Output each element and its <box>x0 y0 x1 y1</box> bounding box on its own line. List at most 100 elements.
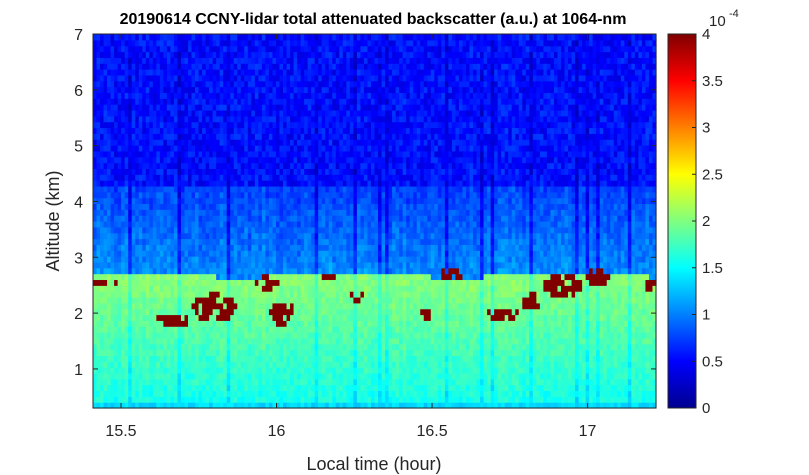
heatmap-cell <box>268 74 274 82</box>
heatmap-cell <box>180 244 186 251</box>
heatmap-cell <box>121 191 126 199</box>
heatmap-cell <box>159 34 164 41</box>
heatmap-cell <box>117 337 122 345</box>
heatmap-cell <box>293 343 298 351</box>
heatmap-cell <box>279 150 284 158</box>
heatmap-cell <box>339 39 344 47</box>
heatmap-cell <box>325 256 330 263</box>
heatmap-cell <box>135 302 140 310</box>
heatmap-cell <box>321 51 326 58</box>
heatmap-cell <box>290 139 295 146</box>
heatmap-cell <box>240 109 245 117</box>
heatmap-cell <box>110 285 115 292</box>
heatmap-cell <box>290 185 295 193</box>
heatmap-cell <box>202 326 207 333</box>
heatmap-cell <box>212 221 217 228</box>
heatmap-cell <box>290 45 295 53</box>
heatmap-cell <box>198 174 203 181</box>
heatmap-cell <box>265 180 270 187</box>
heatmap-cell <box>198 355 203 362</box>
heatmap-cell <box>237 378 242 386</box>
heatmap-cell <box>342 156 347 164</box>
heatmap-cell <box>300 320 305 327</box>
heatmap-cell <box>110 402 115 409</box>
heatmap-cell <box>128 355 133 362</box>
heatmap-cell <box>261 361 267 368</box>
heatmap-cell <box>100 45 105 53</box>
heatmap-cell <box>159 332 164 339</box>
heatmap-cell <box>254 337 259 345</box>
heatmap-cell <box>240 396 245 403</box>
heatmap-cell <box>290 250 295 257</box>
heatmap-cell <box>279 361 284 368</box>
heatmap-cell <box>117 238 122 245</box>
heatmap-cell <box>173 267 179 275</box>
heatmap-cell <box>321 384 326 392</box>
heatmap-cell <box>356 86 362 94</box>
heatmap-cell <box>325 349 330 356</box>
heatmap-cell <box>152 326 157 333</box>
heatmap-cell <box>195 314 200 321</box>
heatmap-cell <box>247 209 252 216</box>
heatmap-cell <box>307 396 312 403</box>
heatmap-cell <box>233 133 238 140</box>
heatmap-cell <box>128 45 133 53</box>
heatmap-cell <box>272 337 277 345</box>
heatmap-cell <box>360 308 365 316</box>
heatmap-cell <box>247 168 252 175</box>
heatmap-cell <box>237 39 242 47</box>
heatmap-cell <box>363 197 369 205</box>
heatmap-cell <box>184 296 189 304</box>
heatmap-cell <box>325 139 330 146</box>
heatmap-cell <box>152 86 157 94</box>
heatmap-cell <box>275 372 281 380</box>
heatmap-cell <box>124 180 129 187</box>
heatmap-cell <box>304 226 309 234</box>
heatmap-cell <box>124 396 129 403</box>
heatmap-cell <box>177 238 182 245</box>
heatmap-cell <box>356 355 362 362</box>
heatmap-cell <box>335 215 340 222</box>
heatmap-cell <box>100 232 105 240</box>
heatmap-cell <box>226 109 231 117</box>
heatmap-cell <box>156 191 161 199</box>
heatmap-cell <box>135 51 140 58</box>
heatmap-cell <box>198 109 203 117</box>
heatmap-cell <box>198 332 203 339</box>
heatmap-cell <box>363 355 369 362</box>
heatmap-cell <box>279 238 284 245</box>
heatmap-cell <box>163 273 168 281</box>
heatmap-cell <box>254 203 259 210</box>
heatmap-cell <box>180 361 186 368</box>
heatmap-cell <box>318 308 323 316</box>
heatmap-cell <box>209 337 214 345</box>
heatmap-cell <box>212 115 217 123</box>
heatmap-cell <box>188 355 193 362</box>
heatmap-cell <box>124 209 129 216</box>
heatmap-cell <box>188 273 193 281</box>
heatmap-cell <box>349 396 354 403</box>
heatmap-cell <box>107 80 112 88</box>
heatmap-cell <box>332 57 337 64</box>
heatmap-cell <box>96 250 101 257</box>
heatmap-cell <box>363 150 369 158</box>
heatmap-cell <box>205 291 210 298</box>
heatmap-cell <box>226 267 231 275</box>
heatmap-cell <box>360 296 365 304</box>
heatmap-cell <box>300 326 305 333</box>
heatmap-cell <box>346 250 351 257</box>
heatmap-cell <box>279 121 284 129</box>
heatmap-cell <box>152 51 157 58</box>
heatmap-cell <box>184 174 189 181</box>
heatmap-cell <box>254 127 259 134</box>
heatmap-cell <box>311 256 316 263</box>
heatmap-cell <box>342 308 347 316</box>
heatmap-cell <box>205 174 210 181</box>
heatmap-cell <box>265 402 270 409</box>
heatmap-cell <box>363 279 369 286</box>
heatmap-cell <box>349 332 354 339</box>
heatmap-cell <box>254 244 259 251</box>
heatmap-cell <box>212 320 217 327</box>
heatmap-cell <box>311 180 316 187</box>
heatmap-cell <box>353 349 358 356</box>
